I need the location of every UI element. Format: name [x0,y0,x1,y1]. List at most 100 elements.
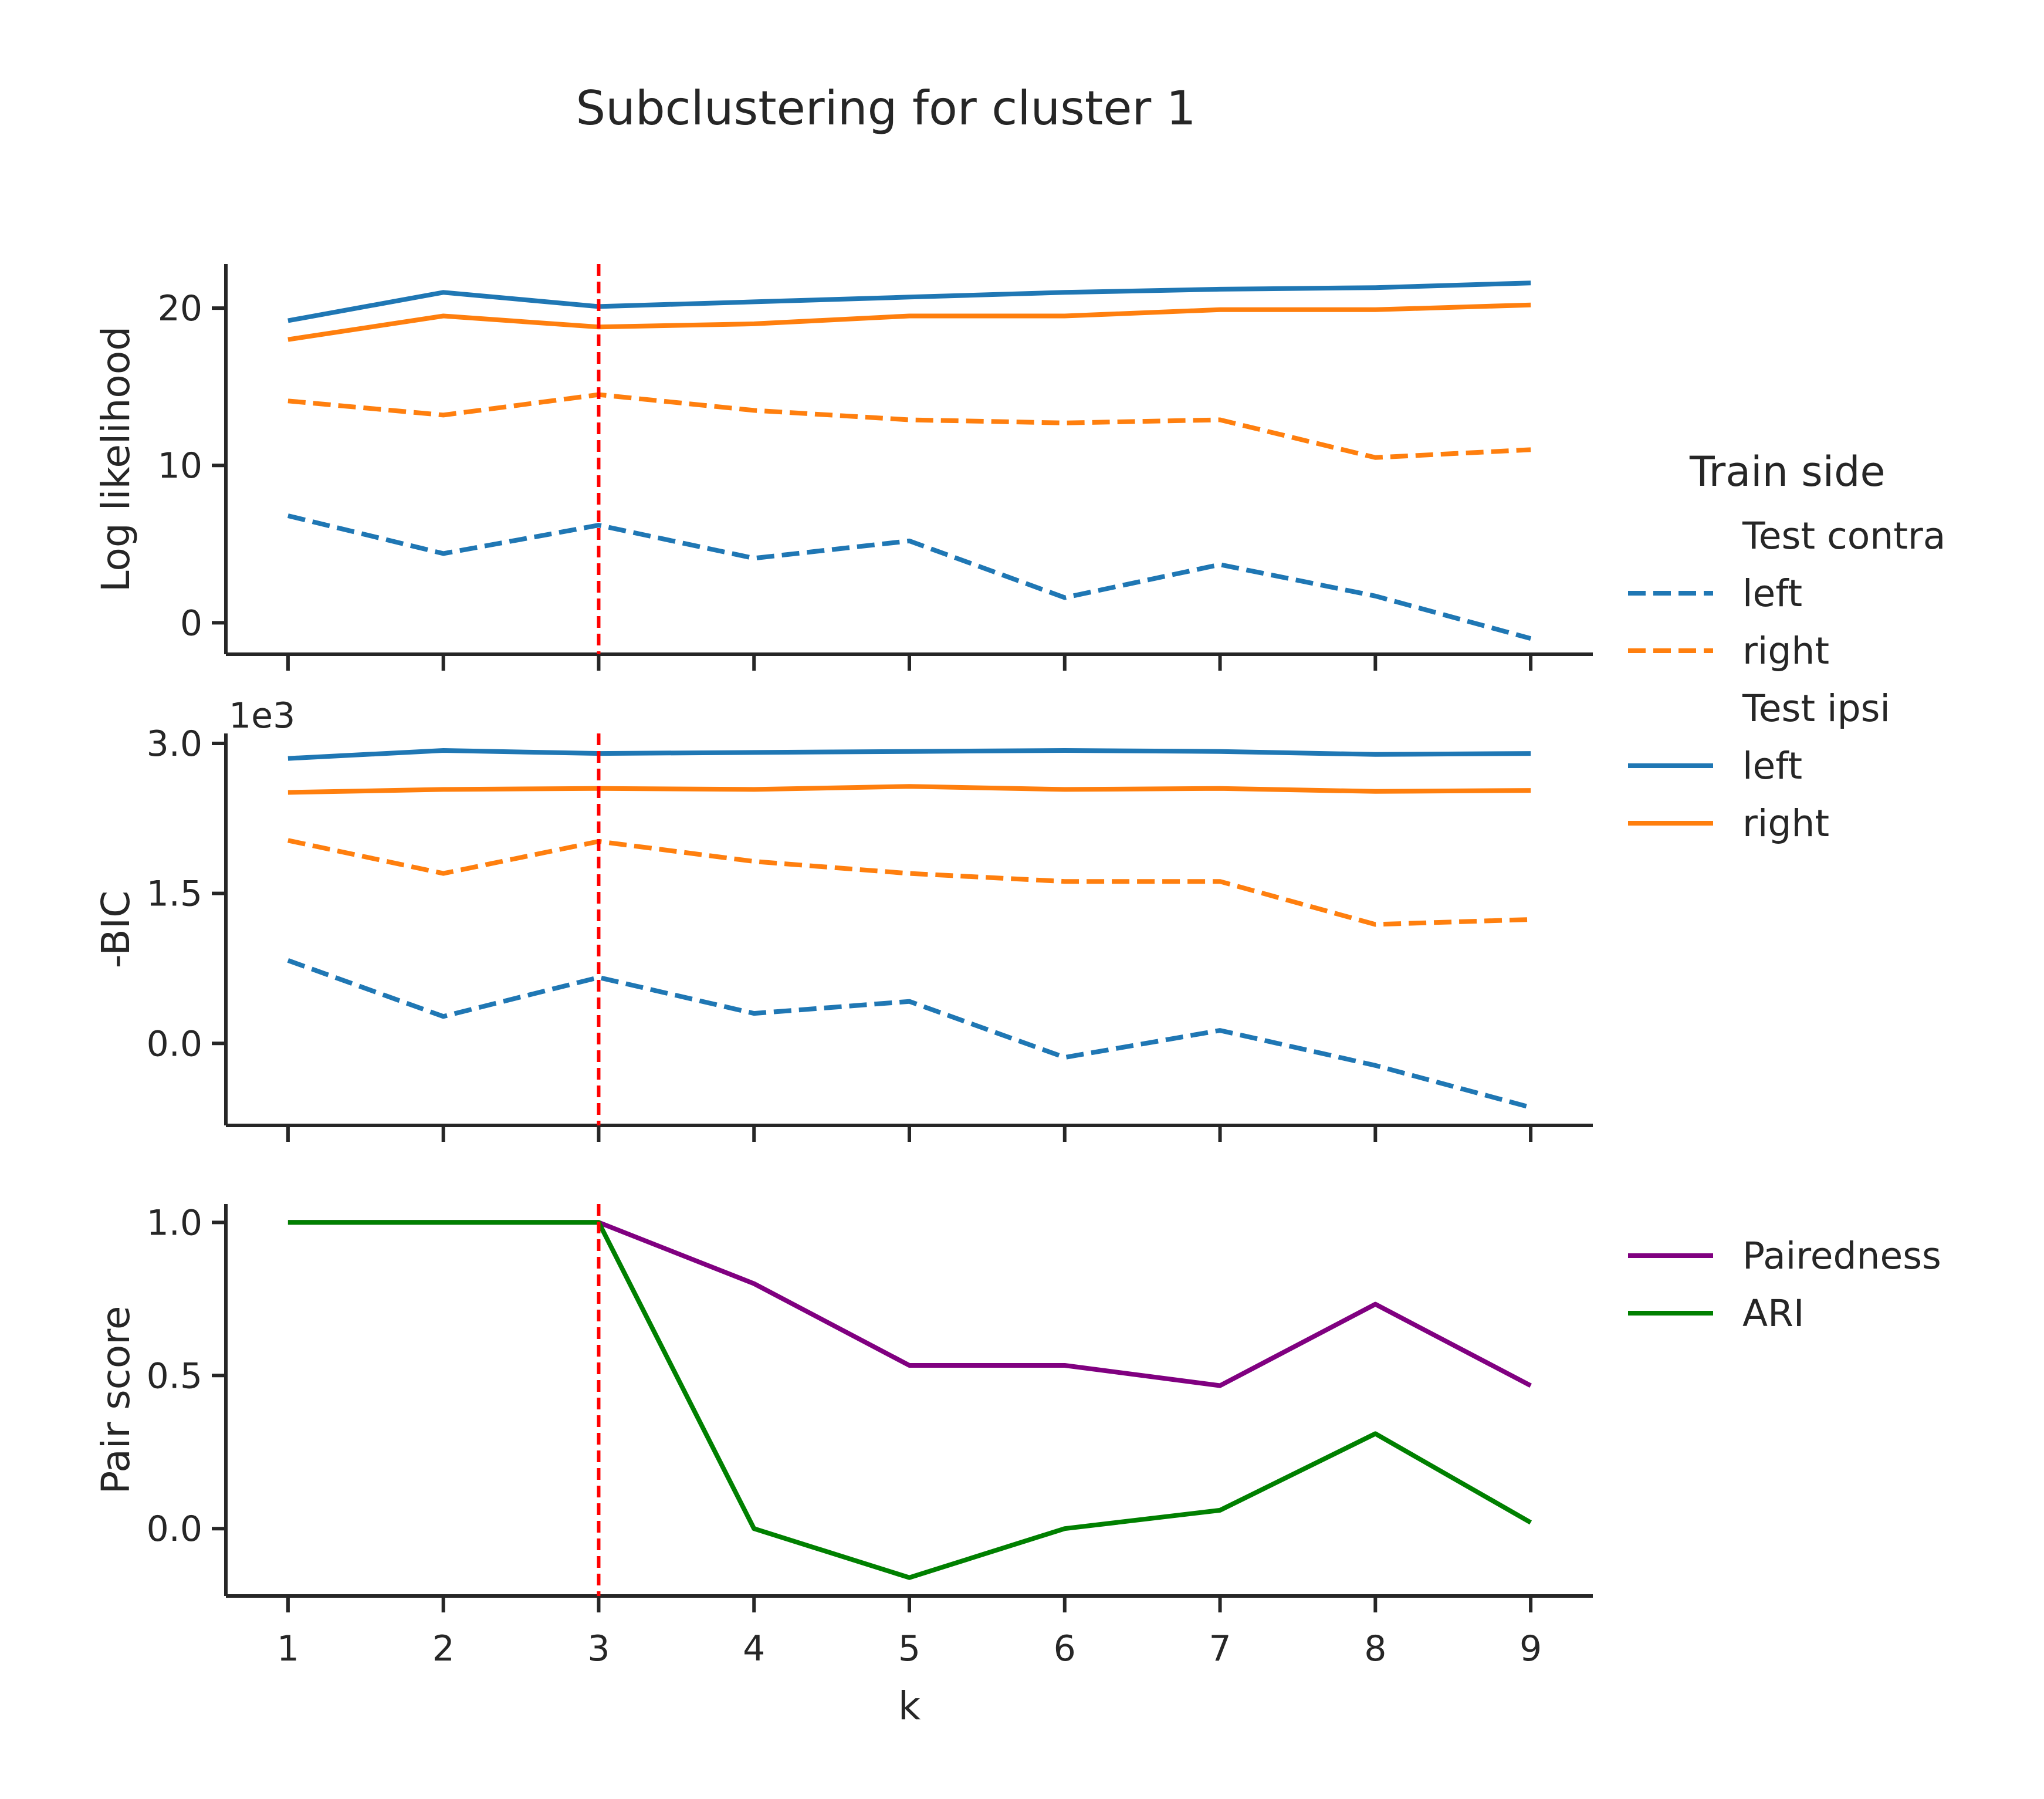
data-point [1529,789,1532,792]
y-tick-label: 1.0 [147,1202,202,1243]
data-point [1219,1029,1222,1032]
test-ipsi-right-series-line [287,302,1531,342]
data-point [442,413,445,417]
pairedness-series-line [287,1220,1532,1388]
x-tick-label: 3 [587,1628,610,1669]
data-point [1373,790,1377,793]
data-point [752,556,756,560]
data-point [1063,314,1067,317]
data-point [752,1527,756,1530]
data-point [1063,1364,1067,1367]
test-contra-left-series-line [287,513,1532,641]
data-point [286,959,290,962]
data-point [1219,563,1222,566]
legend-entry-label: ARI [1742,1292,1804,1335]
y-axis-label: Log likelihood [93,326,138,592]
panel-1: 0 10 20 Log likelihood [93,264,1593,671]
data-point [1219,750,1222,753]
data-point [1219,1509,1222,1512]
data-point [1219,288,1222,291]
data-point [597,523,600,527]
data-point [1219,308,1222,312]
data-point [752,300,756,303]
legend-entry-label: right [1742,802,1829,845]
legend-title: Train side [1689,448,1886,496]
x-tick-label: 1 [277,1628,299,1669]
data-point [1063,421,1067,425]
data-point [752,1012,756,1015]
x-tick-label: 6 [1054,1628,1076,1669]
data-point [286,838,290,842]
data-point [1219,1384,1222,1387]
data-point [442,749,445,752]
offset-label: 1e3 [229,695,295,736]
ari-series-points [286,1220,1532,1579]
data-point [286,319,290,323]
x-tick-label: 5 [898,1628,921,1669]
data-point [1529,752,1532,755]
test-contra-right-series-points [286,838,1532,926]
data-point [1063,749,1067,752]
legend-group-header: Test ipsi [1742,687,1890,730]
data-point [1529,448,1532,451]
legend-entry-label: left [1742,572,1802,615]
data-point [597,976,600,979]
data-point [1373,1303,1377,1306]
test-ipsi-right-series-line [287,784,1531,795]
y-tick-label: 0 [180,603,202,644]
data-point [1529,637,1532,640]
data-point [286,399,290,403]
data-point [1529,1105,1532,1109]
data-point [908,539,911,543]
panel-2: 0.0 1.5 3.0 -BIC 1e3 [93,695,1593,1142]
legend-top: Train side Test contra left right Test ipsi l… [1628,448,1945,845]
test-contra-right-series-line [287,838,1531,927]
data-point [1529,281,1532,285]
x-axis-label: k [898,1683,921,1729]
test-contra-left-series-points [286,514,1532,640]
test-contra-left-series-line [287,958,1532,1110]
y-axis-label: -BIC [93,891,138,968]
x-tick-label: 8 [1364,1628,1386,1669]
data-point [752,750,756,754]
legend-entry-label: left [1742,745,1802,787]
data-point [1063,787,1067,791]
data-point [1529,918,1532,921]
data-point [1219,787,1222,790]
data-point [1063,290,1067,294]
y-tick-label: 0.0 [147,1023,202,1064]
test-ipsi-left-series-line [287,280,1531,323]
data-point [908,1364,911,1367]
data-point [442,314,445,317]
y-tick-label: 1.5 [147,874,202,915]
legend-entry-label: Pairedness [1742,1235,1941,1277]
data-point [1063,880,1067,883]
data-point [442,290,445,294]
data-point [1373,594,1377,598]
data-point [286,757,290,760]
ari-series-line [287,1220,1532,1580]
data-point [286,514,290,518]
data-point [1373,1432,1377,1435]
y-axis-label: Pair score [93,1306,138,1494]
data-point [1529,303,1532,307]
data-point [442,872,445,875]
x-tick-label: 4 [743,1628,765,1669]
data-point [1063,1527,1067,1530]
data-point [908,418,911,421]
data-point [442,552,445,555]
data-point [1529,1521,1532,1524]
chart-title: Subclustering for cluster 1 [576,81,1196,136]
data-point [442,1015,445,1018]
legend-entry-label: right [1742,630,1829,672]
x-tick-label: 2 [432,1628,455,1669]
test-ipsi-left-series-line [287,748,1531,761]
data-point [908,750,911,753]
data-point [1373,308,1377,312]
data-point [442,1220,445,1224]
legend-bottom: Pairedness ARI [1628,1235,1941,1335]
test-contra-left-series-points [286,959,1532,1110]
data-point [286,338,290,341]
